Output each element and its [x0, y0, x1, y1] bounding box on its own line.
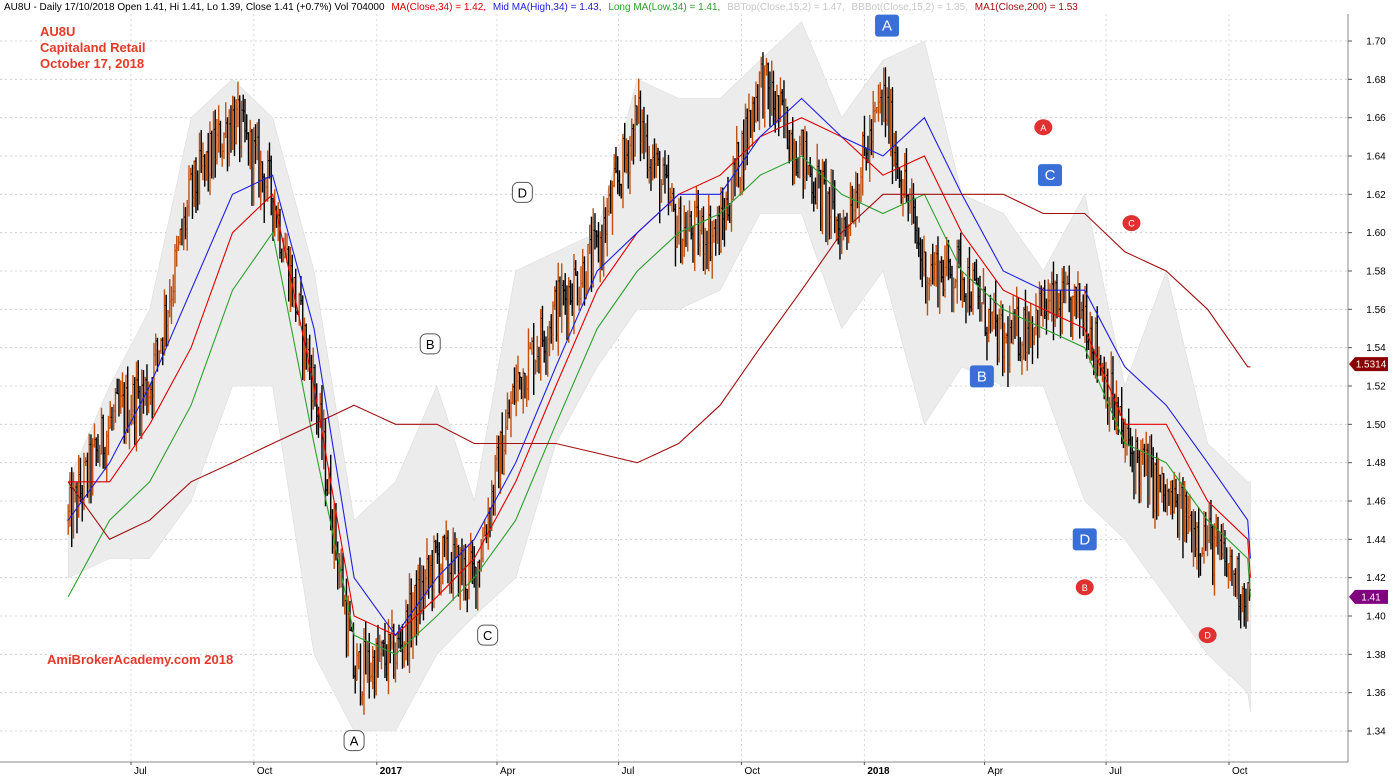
series-line-ma200 — [67, 193, 1251, 540]
y-tick-label: 1.60 — [1366, 228, 1386, 239]
pattern-marker-red-d: D — [1198, 627, 1217, 644]
value-badge-text: 1.5314 — [1356, 360, 1387, 371]
x-tick-label: 2017 — [380, 766, 403, 777]
series-line-long_ma — [67, 155, 1251, 655]
y-tick-label: 1.50 — [1366, 420, 1386, 431]
y-tick-label: 1.70 — [1366, 37, 1386, 48]
pattern-marker-white-a: A — [343, 730, 365, 752]
pattern-marker-white-b: B — [419, 333, 441, 355]
pattern-marker-white-c: C — [477, 624, 499, 646]
ma200-value-badge: 1.5314 — [1349, 357, 1388, 372]
marker-label: A — [350, 734, 359, 749]
marker-label: B — [426, 337, 435, 352]
marker-box — [969, 365, 994, 388]
header-ma200: MA1(Close,200) = 1.53 — [975, 2, 1079, 13]
pattern-marker-blue-c: C — [1038, 164, 1063, 187]
pattern-marker-blue-d: D — [1072, 528, 1097, 551]
pattern-marker-white-d: D — [511, 181, 533, 203]
header-long-ma: Long MA(Low,34) = 1.41, — [608, 2, 720, 13]
x-tick-label: Apr — [988, 766, 1004, 777]
marker-box — [1072, 528, 1097, 551]
value-badge-bg — [1349, 589, 1388, 604]
marker-label: C — [1128, 219, 1135, 229]
last-price-badge: 1.41 — [1349, 589, 1388, 604]
y-tick-label: 1.64 — [1366, 152, 1386, 163]
annotation-date: October 17, 2018 — [40, 56, 144, 71]
chart-header: AU8U - Daily 17/10/2018 Open 1.41, Hi 1.… — [4, 2, 1078, 13]
axes: 1.34 1.36 1.38 1.40 1.42 1.44 1.46 1.48 1.50 1.52… — [0, 14, 1388, 777]
pattern-marker-red-c: C — [1122, 215, 1141, 232]
header-ma-close: MA(Close,34) = 1.42, — [391, 2, 486, 13]
y-tick-label: 1.46 — [1366, 497, 1386, 508]
marker-label: A — [882, 18, 892, 35]
x-tick-label: 2018 — [867, 766, 890, 777]
marker-label: A — [1040, 123, 1046, 133]
series-line-mid_ma — [67, 97, 1251, 637]
y-tick-label: 1.44 — [1366, 535, 1386, 546]
marker-box — [511, 181, 533, 203]
y-tick-label: 1.40 — [1366, 612, 1386, 623]
x-tick-label: Jul — [622, 766, 635, 777]
bollinger-band-area — [67, 21, 1251, 732]
annotation-ticker: AU8U — [40, 24, 75, 39]
y-tick-label: 1.34 — [1366, 727, 1386, 738]
y-tick-label: 1.66 — [1366, 113, 1386, 124]
marker-box — [343, 730, 365, 752]
marker-label: D — [518, 185, 527, 200]
marker-box — [477, 624, 499, 646]
y-tick-label: 1.52 — [1366, 382, 1386, 393]
y-tick-label: 1.56 — [1366, 305, 1386, 316]
header-mid-ma: Mid MA(High,34) = 1.43, — [493, 2, 602, 13]
x-tick-label: Oct — [257, 766, 273, 777]
marker-label: C — [1045, 167, 1056, 184]
y-tick-label: 1.54 — [1366, 343, 1386, 354]
marker-box — [419, 333, 441, 355]
moving-averages — [67, 97, 1251, 655]
y-tick-label: 1.36 — [1366, 688, 1386, 699]
header-bbbot: BBBot(Close,15,2) = 1.35, — [851, 2, 967, 13]
x-tick-label: Jul — [134, 766, 147, 777]
y-tick-label: 1.48 — [1366, 458, 1386, 469]
marker-label: C — [483, 628, 492, 643]
value-badge-text: 1.41 — [1361, 592, 1381, 603]
y-tick-label: 1.38 — [1366, 650, 1386, 661]
annotation-name: Capitaland Retail — [40, 40, 145, 55]
marker-box — [875, 14, 900, 37]
pattern-marker-blue-a: A — [875, 14, 900, 37]
marker-box — [1034, 119, 1053, 136]
price-bars — [66, 52, 1251, 715]
x-tick-label: Apr — [500, 766, 516, 777]
marker-label: B — [1082, 583, 1088, 593]
marker-box — [1198, 627, 1217, 644]
value-badge-bg — [1349, 357, 1388, 372]
pattern-marker-red-b: B — [1075, 579, 1094, 596]
marker-label: D — [1079, 531, 1090, 548]
y-tick-label: 1.58 — [1366, 267, 1386, 278]
x-tick-label: Oct — [744, 766, 760, 777]
marker-label: D — [1204, 631, 1211, 641]
pattern-markers: A B C D A B C D A B C D — [343, 14, 1217, 752]
y-tick-label: 1.68 — [1366, 75, 1386, 86]
marker-box — [1075, 579, 1094, 596]
header-bbtop: BBTop(Close,15,2) = 1.47, — [727, 2, 845, 13]
marker-box — [1122, 215, 1141, 232]
pattern-marker-blue-b: B — [969, 365, 994, 388]
header-quote: AU8U - Daily 17/10/2018 Open 1.41, Hi 1.… — [4, 2, 385, 13]
marker-label: B — [977, 368, 987, 385]
pattern-marker-red-a: A — [1034, 119, 1053, 136]
x-tick-label: Oct — [1232, 766, 1248, 777]
marker-box — [1038, 164, 1063, 187]
bollinger-band — [67, 21, 1251, 732]
y-tick-label: 1.42 — [1366, 573, 1386, 584]
x-tick-label: Jul — [1109, 766, 1122, 777]
watermark: AmiBrokerAcademy.com 2018 — [47, 652, 233, 667]
y-tick-label: 1.62 — [1366, 190, 1386, 201]
